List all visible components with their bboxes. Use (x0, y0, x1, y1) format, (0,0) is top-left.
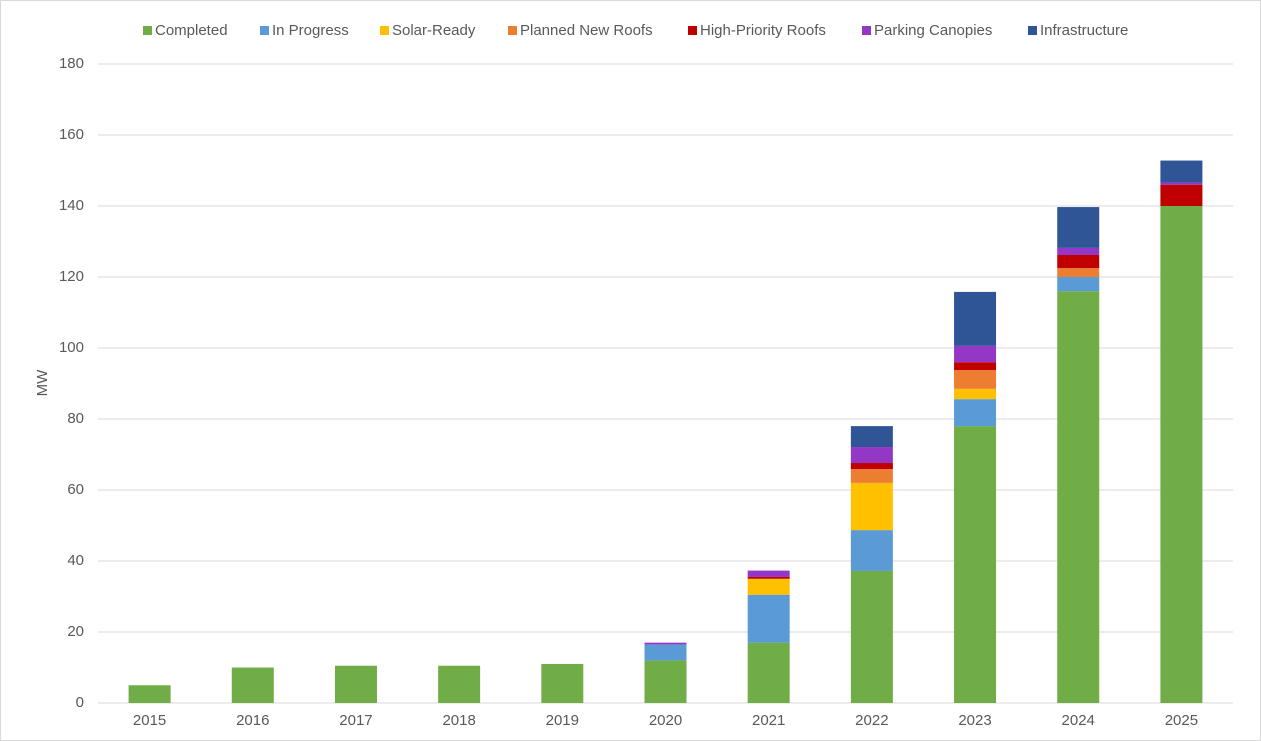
bar-segment (850, 482, 893, 531)
bar-segment (850, 447, 893, 464)
bar-segment (1057, 254, 1100, 269)
legend-swatch (862, 26, 871, 35)
bar-segment (1057, 247, 1100, 255)
legend-label: Infrastructure (1040, 22, 1128, 39)
bar-segment (850, 469, 893, 483)
x-tick-label: 2024 (1062, 712, 1095, 729)
bar-segment (1057, 207, 1100, 248)
bar-segment (954, 291, 997, 346)
bar-segment (438, 665, 481, 703)
y-tick-label: 180 (59, 55, 84, 72)
y-tick-label: 0 (76, 694, 84, 711)
y-tick-label: 120 (59, 268, 84, 285)
bar-segment (954, 426, 997, 703)
bar-segment (747, 594, 790, 643)
bar-segment (644, 660, 687, 703)
bar-segment (1057, 277, 1100, 292)
legend-label: Parking Canopies (874, 22, 992, 39)
legend-swatch (260, 26, 269, 35)
bar-segment (1057, 268, 1100, 277)
legend-label: Completed (155, 22, 228, 39)
bar-segment (954, 370, 997, 389)
y-tick-label: 40 (67, 552, 84, 569)
y-tick-label: 160 (59, 126, 84, 143)
x-tick-label: 2015 (133, 712, 166, 729)
x-tick-label: 2023 (958, 712, 991, 729)
bar-segment (1160, 160, 1203, 183)
bar-segment (747, 578, 790, 595)
bar-segment (954, 362, 997, 371)
y-tick-label: 140 (59, 197, 84, 214)
x-tick-label: 2021 (752, 712, 785, 729)
bar-segment (850, 530, 893, 571)
x-tick-label: 2020 (649, 712, 682, 729)
bar-segment (954, 399, 997, 427)
y-tick-label: 80 (67, 410, 84, 427)
bar-segment (747, 570, 790, 577)
x-tick-label: 2016 (236, 712, 269, 729)
legend-swatch (1028, 26, 1037, 35)
bar-segment (1160, 184, 1203, 206)
bar-segment (231, 667, 274, 703)
bar-segment (128, 685, 171, 703)
bar-segment (644, 642, 687, 645)
legend-swatch (688, 26, 697, 35)
x-tick-label: 2025 (1165, 712, 1198, 729)
x-tick-label: 2022 (855, 712, 888, 729)
x-tick-label: 2017 (339, 712, 372, 729)
bar-segment (1057, 291, 1100, 703)
legend-label: In Progress (272, 22, 349, 39)
bar-segment (541, 663, 584, 703)
bar-segment (954, 388, 997, 400)
x-tick-label: 2018 (442, 712, 475, 729)
legend-label: Solar-Ready (392, 22, 476, 39)
y-tick-label: 20 (67, 623, 84, 640)
legend-label: High-Priority Roofs (700, 22, 826, 39)
y-axis-label: MW (34, 369, 51, 396)
legend-swatch (380, 26, 389, 35)
legend-swatch (508, 26, 517, 35)
y-tick-label: 100 (59, 339, 84, 356)
bar-segment (850, 570, 893, 703)
bar-segment (334, 665, 377, 703)
y-tick-label: 60 (67, 481, 84, 498)
bar-segment (747, 642, 790, 703)
bar-segment (747, 576, 790, 579)
bar-segment (1160, 206, 1203, 703)
bar-segment (644, 644, 687, 661)
bar-segment (954, 345, 997, 363)
legend-label: Planned New Roofs (520, 22, 653, 39)
x-tick-label: 2019 (546, 712, 579, 729)
legend-swatch (143, 26, 152, 35)
bar-segment (850, 426, 893, 448)
bar-segment (850, 463, 893, 470)
bar-segment (1160, 182, 1203, 185)
